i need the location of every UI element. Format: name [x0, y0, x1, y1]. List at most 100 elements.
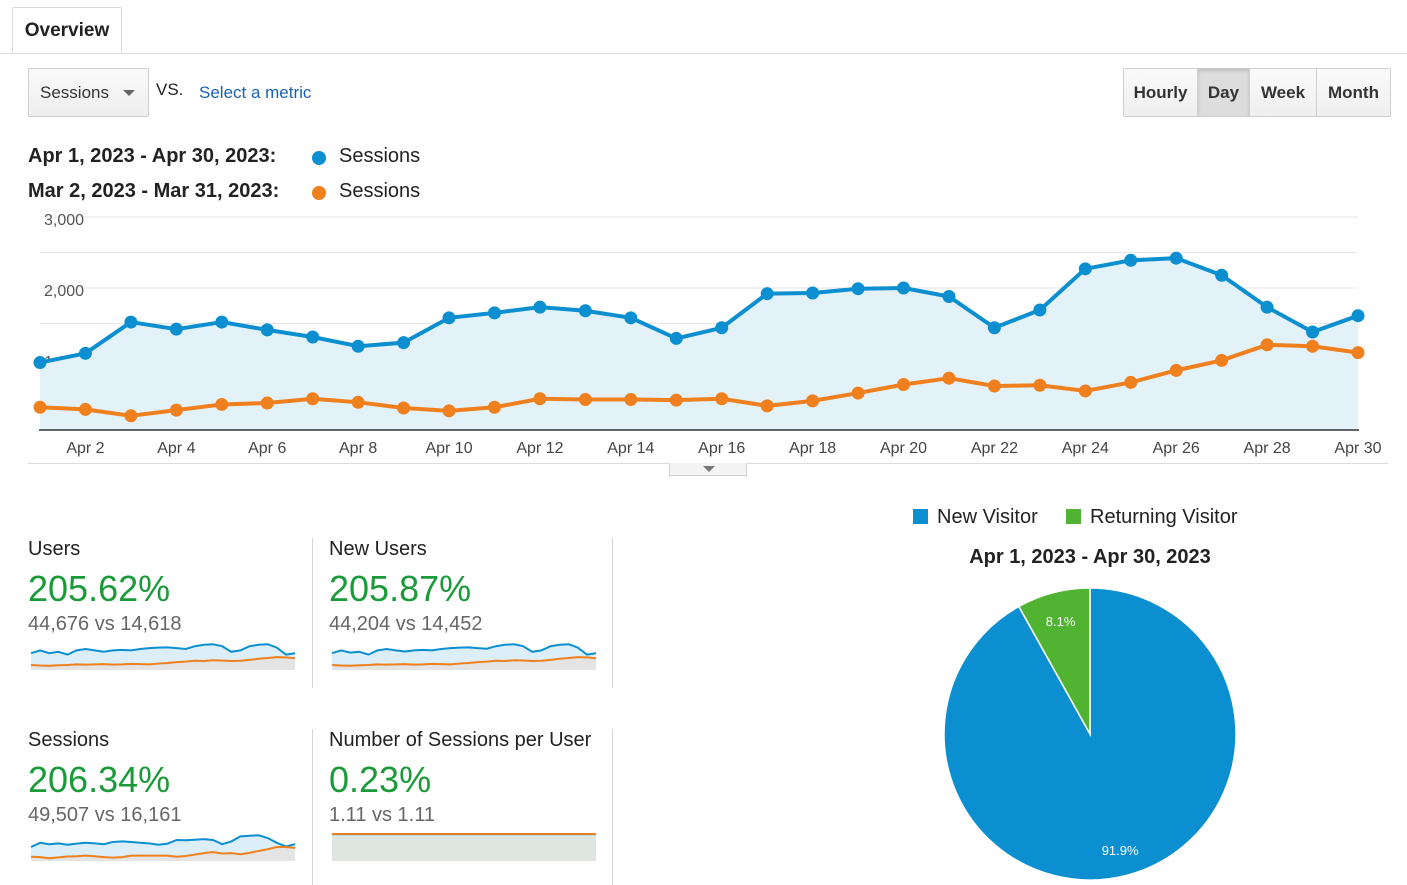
tab-overview[interactable]: Overview: [12, 7, 122, 53]
data-point: [487, 400, 501, 414]
sparkline-previous: [331, 656, 597, 667]
kpi-divider: [312, 729, 313, 885]
series-line-current: [39, 256, 1359, 365]
x-tick-label: Apr 12: [516, 440, 563, 457]
kpi-name: New Users: [329, 538, 427, 560]
data-point: [260, 396, 274, 410]
x-tick-label: Apr 2: [66, 440, 104, 457]
kpi-comparison: 49,507 vs 16,161: [28, 804, 182, 826]
pie-slice-label: 8.1%: [1046, 614, 1076, 629]
data-point: [215, 397, 229, 411]
data-point: [442, 404, 456, 418]
pie-legend-label: New Visitor: [937, 506, 1038, 528]
metric-dropdown-value: Sessions: [40, 83, 109, 102]
data-point: [397, 336, 411, 350]
data-point: [533, 392, 547, 406]
data-point: [351, 339, 365, 353]
x-tick-label: Apr 10: [425, 440, 472, 457]
data-point: [1215, 268, 1229, 282]
data-point: [1306, 325, 1320, 339]
x-tick-label: Apr 24: [1062, 440, 1109, 457]
vs-label: VS.: [156, 80, 184, 99]
kpi-change-percent: 206.34%: [28, 759, 171, 800]
data-point: [578, 392, 592, 406]
tab-bar: Overview: [0, 0, 1407, 54]
month-button[interactable]: Month: [1316, 69, 1390, 116]
data-point: [78, 402, 92, 416]
y-tick-label: 2,000: [44, 283, 84, 300]
pie-title: Apr 1, 2023 - Apr 30, 2023: [969, 546, 1211, 568]
data-point: [33, 356, 47, 370]
legend-swatch-icon: [913, 509, 928, 524]
kpi-divider: [612, 729, 613, 885]
x-tick-label: Apr 22: [971, 440, 1018, 457]
select-metric-link[interactable]: Select a metric: [199, 83, 312, 102]
x-tick-label: Apr 4: [157, 440, 195, 457]
data-point: [351, 395, 365, 409]
legend-marker-icon: [312, 151, 326, 165]
data-point: [1033, 378, 1047, 392]
data-point: [306, 330, 320, 344]
x-tick-label: Apr 26: [1153, 440, 1200, 457]
visitor-type-pie-chart[interactable]: 91.9% 8.1%: [940, 585, 1240, 883]
kpi-comparison: 44,204 vs 14,452: [329, 613, 483, 635]
x-tick-label: Apr 28: [1244, 440, 1291, 457]
week-button[interactable]: Week: [1249, 69, 1316, 116]
kpi-sparkline: [331, 643, 597, 670]
data-point: [215, 315, 229, 329]
data-point: [942, 371, 956, 385]
data-point: [442, 311, 456, 325]
data-point: [533, 300, 547, 314]
data-point: [760, 399, 774, 413]
y-tick-label: 3,000: [44, 212, 84, 229]
data-point: [669, 331, 683, 345]
kpi-new-users[interactable]: New Users 205.87% 44,204 vs 14,452: [329, 538, 599, 688]
x-tick-label: Apr 6: [248, 440, 286, 457]
collapse-chart-handle[interactable]: [669, 463, 747, 476]
kpi-sparkline: [332, 833, 596, 861]
kpi-divider: [612, 538, 613, 688]
series-line-previous: [39, 342, 1359, 418]
data-point: [1351, 346, 1365, 360]
kpi-change-percent: 205.62%: [28, 568, 171, 609]
data-point: [306, 392, 320, 406]
kpi-sessions[interactable]: Sessions 206.34% 49,507 vs 16,161: [28, 729, 298, 879]
data-point: [942, 290, 956, 304]
data-point: [1124, 375, 1138, 389]
sparkline-previous: [30, 656, 296, 667]
data-point: [1215, 353, 1229, 367]
kpi-name: Number of Sessions per User: [329, 729, 592, 751]
hourly-button[interactable]: Hourly: [1124, 69, 1197, 116]
data-point: [897, 281, 911, 295]
metric-dropdown[interactable]: Sessions: [28, 68, 149, 117]
data-point: [624, 392, 638, 406]
data-point: [851, 386, 865, 400]
x-tick-label: Apr 18: [789, 440, 836, 457]
data-point: [1260, 338, 1274, 352]
kpi-comparison: 44,676 vs 14,618: [28, 613, 182, 635]
kpi-sessions-per-user[interactable]: Number of Sessions per User 0.23% 1.11 v…: [329, 729, 599, 879]
pie-legend-new-visitor[interactable]: New Visitor: [913, 506, 1038, 528]
data-point: [806, 286, 820, 300]
kpi-change-percent: 205.87%: [329, 568, 472, 609]
sparkline-area: [31, 847, 295, 861]
data-point: [1124, 253, 1138, 267]
data-point: [897, 378, 911, 392]
data-point: [1351, 309, 1365, 323]
data-point: [124, 315, 138, 329]
pie-legend-label: Returning Visitor: [1090, 506, 1238, 528]
pie-legend-returning-visitor[interactable]: Returning Visitor: [1066, 506, 1237, 528]
legend-series-label: Sessions: [339, 180, 421, 202]
data-point: [851, 282, 865, 296]
day-button[interactable]: Day: [1197, 69, 1249, 116]
data-point: [715, 321, 729, 335]
kpi-users[interactable]: Users 205.62% 44,676 vs 14,618: [28, 538, 298, 688]
data-point: [578, 304, 592, 318]
legend-swatch-icon: [1066, 509, 1081, 524]
data-point: [1033, 303, 1047, 317]
data-point: [169, 322, 183, 336]
chevron-down-icon: [123, 90, 135, 96]
data-point: [715, 392, 729, 406]
pie-slice-returning-visitor: [1017, 587, 1091, 737]
